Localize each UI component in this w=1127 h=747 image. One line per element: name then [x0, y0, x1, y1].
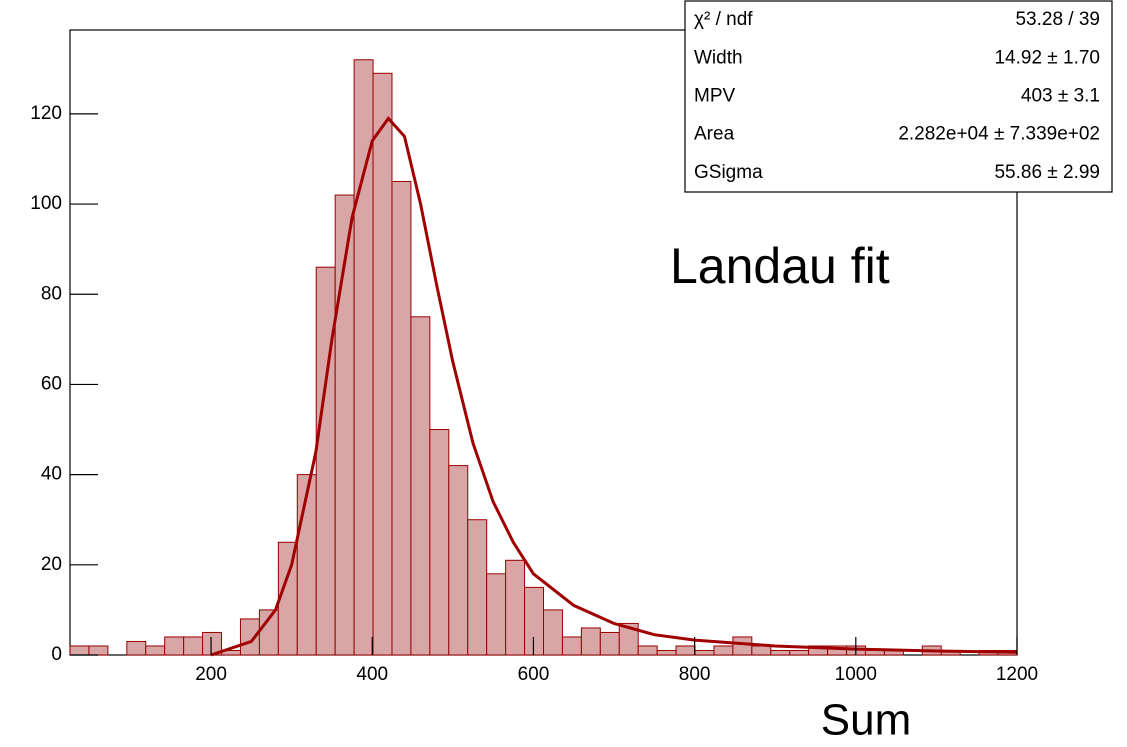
bar — [410, 316, 431, 656]
bar — [486, 573, 507, 656]
x-tick-label: 800 — [679, 664, 711, 685]
y-tick-label: 40 — [41, 464, 62, 485]
bar — [467, 519, 488, 656]
annotation: Landau fit — [670, 238, 890, 294]
bar — [524, 586, 544, 656]
x-tick-label: 1000 — [835, 664, 877, 685]
x-tick-label: 1200 — [996, 664, 1038, 685]
y-tick-label: 100 — [30, 193, 62, 214]
histogram — [69, 59, 1018, 656]
bar — [789, 649, 810, 656]
bar — [315, 266, 336, 656]
bar — [372, 72, 393, 656]
bar — [580, 627, 601, 656]
stats-label: GSigma — [694, 162, 763, 183]
bar — [88, 645, 109, 656]
x-tick-label: 200 — [195, 664, 227, 685]
bar — [505, 559, 526, 656]
x-tick-label: 600 — [518, 664, 550, 685]
x-tick-label: 400 — [356, 664, 388, 685]
bar — [561, 636, 582, 656]
y-tick-label: 80 — [41, 283, 62, 304]
bar — [277, 541, 298, 656]
bar — [732, 636, 753, 656]
bar — [675, 645, 696, 656]
stats-value: 53.28 / 39 — [1015, 9, 1100, 30]
stats-label: MPV — [694, 86, 736, 107]
bar — [599, 631, 620, 656]
bar — [637, 645, 658, 656]
stats-label: Area — [694, 124, 735, 145]
bar — [164, 636, 185, 656]
stats-value: 14.92 ± 1.70 — [994, 47, 1100, 68]
y-tick-label: 60 — [41, 373, 62, 394]
bar — [770, 649, 791, 656]
bar — [618, 622, 639, 656]
stats-value: 403 ± 3.1 — [1021, 86, 1100, 107]
bar — [543, 609, 563, 656]
bar — [183, 636, 204, 656]
bar — [656, 649, 677, 656]
stats-box — [684, 0, 1113, 193]
bar — [694, 649, 715, 656]
bar — [69, 645, 90, 656]
bar — [296, 474, 317, 656]
y-tick-label: 0 — [51, 644, 62, 665]
y-tick-label: 120 — [30, 103, 62, 124]
stats-label: χ² / ndf — [694, 9, 753, 30]
bar — [448, 465, 469, 656]
bar — [429, 429, 450, 656]
stats-value: 2.282e+04 ± 7.339e+02 — [898, 124, 1100, 145]
stats-value: 55.86 ± 2.99 — [994, 162, 1100, 183]
y-tick-label: 20 — [41, 554, 62, 575]
bar — [145, 645, 166, 656]
x-axis-label: Sum — [821, 696, 911, 745]
bar — [751, 645, 772, 656]
bar — [391, 181, 412, 656]
bar — [126, 640, 147, 656]
bar — [713, 645, 734, 656]
stats-label: Width — [694, 47, 743, 68]
